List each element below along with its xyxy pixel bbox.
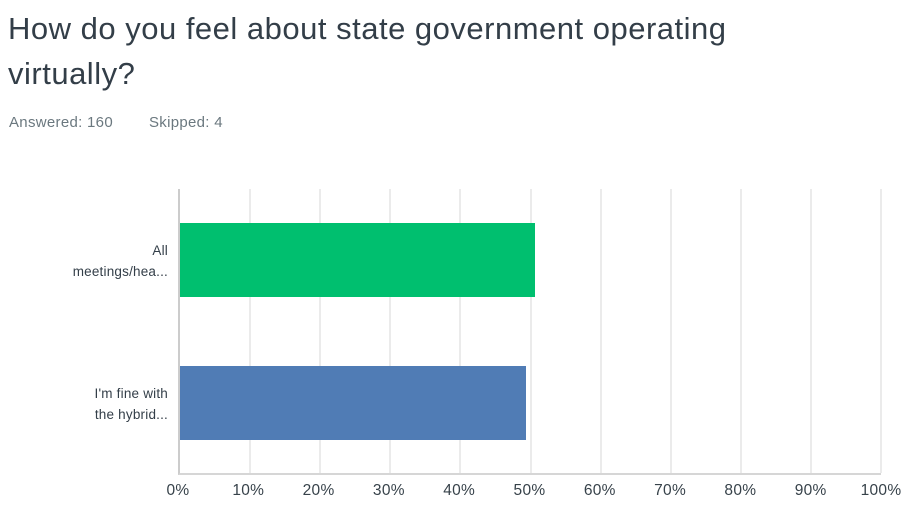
y-axis-labels: All meetings/hea... I'm fine with the hybri… xyxy=(0,189,168,475)
gridline xyxy=(389,189,392,473)
x-tick-label: 30% xyxy=(372,482,405,499)
category-label-line: meetings/hea... xyxy=(72,263,168,279)
x-tick-label: 40% xyxy=(443,482,476,499)
x-tick-label: 80% xyxy=(724,482,757,499)
page-title-line-2: virtually? xyxy=(8,56,136,91)
response-stats: Answered: 160 Skipped: 4 xyxy=(9,114,223,131)
bar-1[interactable] xyxy=(180,366,527,440)
gridline xyxy=(669,189,672,473)
skipped-count: Skipped: 4 xyxy=(148,114,223,131)
x-tick-label: 70% xyxy=(654,482,687,499)
gridline xyxy=(599,189,602,473)
category-label-line: I'm fine with xyxy=(94,385,168,401)
gridline xyxy=(739,189,742,473)
x-tick-label: 60% xyxy=(583,482,616,499)
gridline xyxy=(880,189,882,473)
y-label-row-0: All meetings/hea... xyxy=(0,189,168,332)
gridline xyxy=(529,189,532,473)
plot-area xyxy=(178,189,882,475)
category-label: I'm fine with the hybrid... xyxy=(95,383,168,425)
x-tick-label: 10% xyxy=(232,482,265,499)
x-axis-ticks: 0% 10% 20% 30% 40% 50% 60% 70% 80% 90% 100% xyxy=(166,482,901,506)
category-label-line: All xyxy=(152,242,168,258)
x-tick-label: 90% xyxy=(794,482,827,499)
category-label-line: the hybrid... xyxy=(94,406,168,422)
category-label: All meetings/hea... xyxy=(73,240,168,282)
gridline xyxy=(319,189,322,473)
y-label-row-1: I'm fine with the hybrid... xyxy=(0,332,168,475)
gridline xyxy=(809,189,812,473)
x-tick-label: 100% xyxy=(860,482,902,499)
bar-0[interactable] xyxy=(180,223,535,297)
x-tick-label: 20% xyxy=(302,482,335,499)
page-title-line-1: How do you feel about state government o… xyxy=(8,11,727,46)
x-tick-label: 50% xyxy=(513,482,546,499)
page-title: How do you feel about state government o… xyxy=(0,0,919,96)
gridline xyxy=(459,189,462,473)
gridline xyxy=(249,189,252,473)
answered-count: Answered: 160 xyxy=(9,114,113,131)
x-tick-label: 0% xyxy=(166,482,190,499)
